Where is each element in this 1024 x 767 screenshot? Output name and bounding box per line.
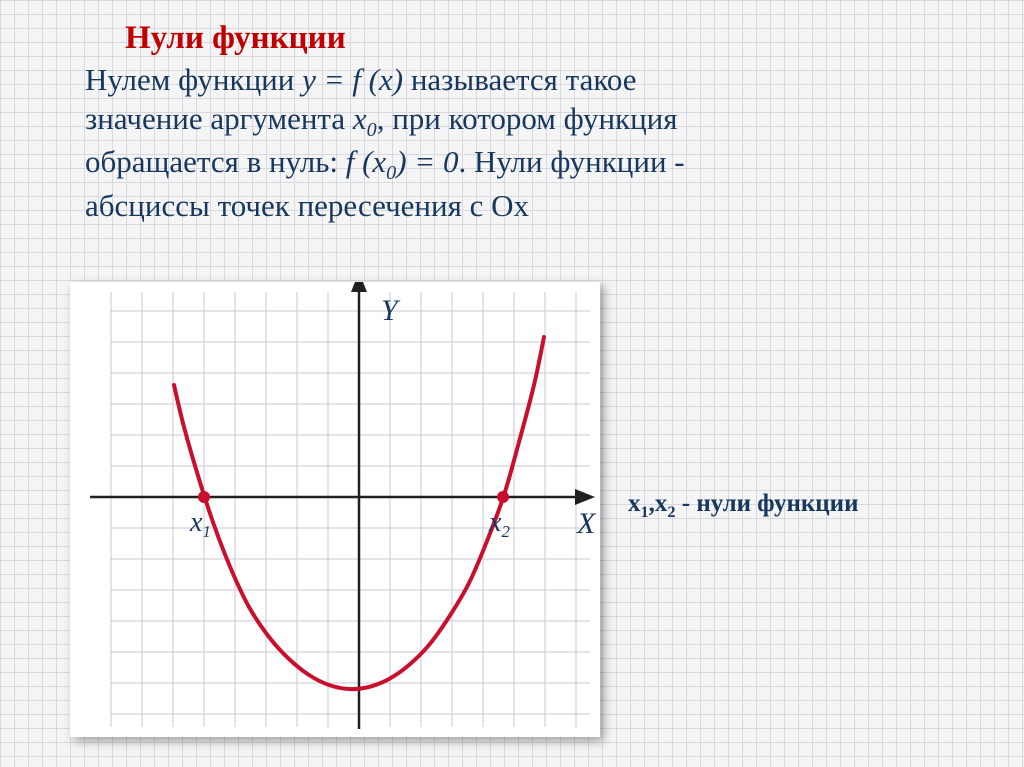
page-title: Нули функции	[125, 18, 965, 59]
side-x2: x	[655, 490, 668, 517]
def-eq2-sub: 0	[386, 163, 396, 185]
def-eq2b: ) = 0	[396, 144, 458, 179]
def-line2-sub: 0	[367, 119, 377, 141]
def-line2-var: х	[353, 101, 367, 136]
function-chart: YXx1x2	[70, 282, 600, 737]
definition-text: Нулем функции y = f (x) называется такое…	[85, 61, 965, 225]
text-block: Нули функции Нулем функции y = f (x) наз…	[85, 18, 965, 226]
side-rest: - нули функции	[676, 490, 859, 517]
def-line1-suffix: называется такое	[403, 62, 636, 97]
zeros-side-label: x1,x2 - нули функции	[628, 490, 858, 522]
def-line4: абсциссы точек пересечения с Ох	[85, 188, 529, 223]
def-line2-suffix: , при котором функция	[377, 101, 678, 136]
side-x1: x	[628, 490, 641, 517]
side-x1-sub: 1	[641, 503, 649, 521]
def-line3-prefix: обращается в нуль:	[85, 144, 346, 179]
def-line3-suffix: . Нули функции -	[458, 144, 684, 179]
side-x2-sub: 2	[667, 503, 675, 521]
def-line2-prefix: значение аргумента	[85, 101, 353, 136]
def-line1-prefix: Нулем функции	[85, 62, 302, 97]
def-eq2a: f (x	[346, 144, 386, 179]
def-eq1: y = f (x)	[302, 62, 403, 97]
chart-svg: YXx1x2	[70, 282, 600, 737]
svg-text:X: X	[576, 507, 597, 540]
